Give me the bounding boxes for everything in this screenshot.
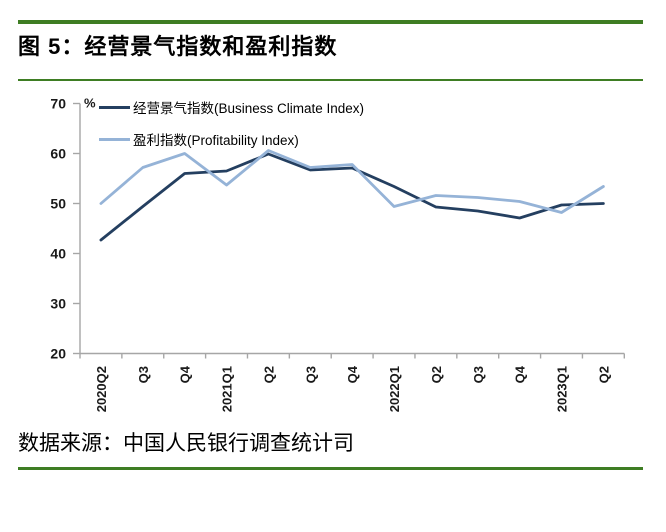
x-tick-label: Q4 [345, 365, 360, 383]
x-tick-label: Q2 [596, 366, 611, 383]
x-tick-label: Q2 [261, 366, 276, 383]
x-tick-label: Q3 [136, 366, 151, 383]
legend-label: 盈利指数(Profitability Index) [133, 133, 299, 148]
title-underline-rule [18, 79, 643, 81]
y-tick-label: 50 [50, 196, 66, 212]
y-tick-label: 60 [50, 146, 66, 162]
x-tick-label: Q3 [303, 366, 318, 383]
legend-line-swatch-light [99, 137, 130, 141]
legend-label: 经营景气指数(Business Climate Index) [133, 101, 365, 116]
legend-item-profitability: 盈利指数(Profitability Index) [99, 132, 364, 148]
x-tick-label: Q3 [471, 366, 486, 383]
legend-line-swatch-dark [99, 105, 130, 109]
y-tick-label: 40 [50, 246, 66, 262]
y-unit-label: % [84, 96, 96, 111]
bottom-green-rule [18, 467, 643, 470]
y-tick-label: 30 [50, 296, 66, 312]
x-tick-label: Q4 [178, 365, 193, 383]
y-tick-label: 20 [50, 346, 66, 362]
x-tick-label: 2021Q1 [220, 366, 235, 412]
data-source-note: 数据来源：中国人民银行调查统计司 [18, 431, 354, 455]
y-tick-label: 70 [50, 96, 66, 112]
series-line [99, 152, 605, 242]
x-tick-label: 2023Q1 [555, 366, 570, 412]
x-tick-label: Q4 [513, 365, 528, 383]
x-tick-label: Q2 [429, 366, 444, 383]
legend-item-business-climate: 经营景气指数(Business Climate Index) [99, 100, 365, 116]
chart-legend: 经营景气指数(Business Climate Index) 盈利指数(Prof… [99, 100, 364, 164]
series-line [99, 149, 605, 214]
top-green-rule [18, 20, 643, 24]
x-tick-label: 2022Q1 [387, 366, 402, 412]
figure-title: 图 5：经营景气指数和盈利指数 [18, 34, 338, 59]
x-tick-label: 2020Q2 [94, 366, 109, 412]
